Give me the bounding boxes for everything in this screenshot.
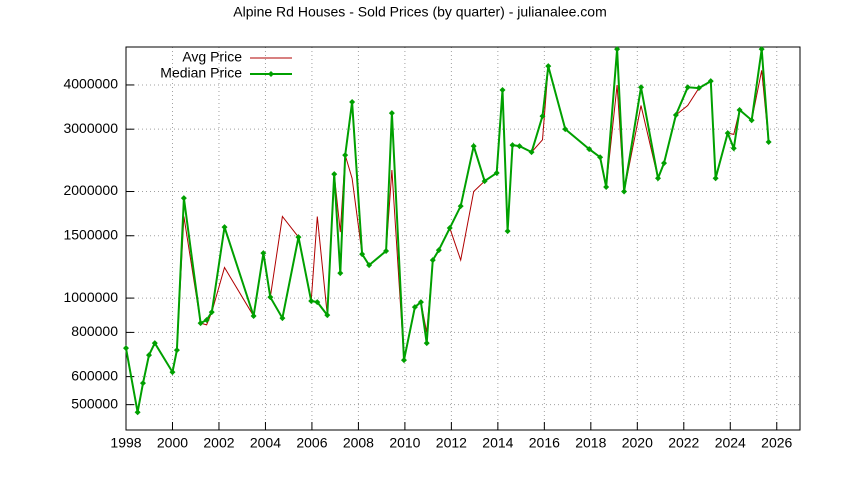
point — [614, 46, 621, 53]
point — [684, 84, 691, 91]
point — [180, 195, 187, 202]
point — [470, 143, 477, 150]
point — [621, 188, 628, 195]
x-tick-label: 2026 — [761, 435, 792, 451]
y-tick-label: 2000000 — [63, 182, 118, 198]
y-tick-label: 800000 — [71, 323, 118, 339]
point — [562, 126, 569, 133]
point — [324, 312, 331, 319]
point — [260, 250, 267, 257]
point — [134, 409, 141, 416]
point — [146, 352, 153, 359]
point — [654, 175, 661, 182]
point — [366, 262, 373, 269]
point — [388, 110, 395, 117]
point — [695, 85, 702, 92]
point — [586, 146, 593, 153]
point — [481, 178, 488, 185]
legend-label: Median Price — [160, 65, 242, 81]
point — [446, 225, 453, 232]
x-tick-label: 2018 — [575, 435, 606, 451]
y-tick-label: 1500000 — [63, 226, 118, 242]
point — [151, 340, 158, 347]
point — [499, 87, 506, 94]
point — [638, 84, 645, 91]
x-tick-label: 2010 — [389, 435, 420, 451]
point — [509, 142, 516, 149]
y-tick-label: 1000000 — [63, 289, 118, 305]
point — [457, 203, 464, 210]
point — [383, 248, 390, 255]
point — [169, 369, 176, 376]
point — [748, 117, 755, 124]
x-tick-label: 2012 — [436, 435, 467, 451]
point — [359, 251, 366, 258]
x-tick-label: 2000 — [157, 435, 188, 451]
point — [423, 340, 430, 347]
x-tick-label: 2022 — [668, 435, 699, 451]
x-tick-label: 2006 — [296, 435, 327, 451]
point — [528, 149, 535, 156]
point — [493, 170, 500, 177]
point — [724, 130, 731, 137]
point — [349, 99, 356, 106]
point — [730, 145, 737, 152]
point — [765, 139, 772, 146]
plot-frame — [125, 46, 801, 431]
point — [411, 304, 418, 311]
point — [314, 299, 321, 306]
point — [758, 46, 765, 53]
x-tick-label: 2008 — [343, 435, 374, 451]
point — [672, 111, 679, 118]
y-tick-label: 4000000 — [63, 76, 118, 92]
point — [203, 317, 210, 324]
point — [712, 175, 719, 182]
y-tick-label: 500000 — [71, 395, 118, 411]
point — [197, 320, 204, 327]
point — [279, 315, 286, 322]
point — [516, 143, 523, 150]
x-tick-label: 2004 — [250, 435, 281, 451]
point — [331, 171, 338, 178]
point — [539, 113, 546, 120]
x-tick-label: 1998 — [110, 435, 141, 451]
y-tick-label: 3000000 — [63, 120, 118, 136]
point — [736, 106, 743, 113]
point — [221, 224, 228, 231]
point — [400, 357, 407, 364]
x-tick-label: 2014 — [482, 435, 513, 451]
point — [342, 152, 349, 159]
point — [429, 257, 436, 264]
point — [267, 294, 274, 301]
x-tick-label: 2002 — [203, 435, 234, 451]
point — [603, 183, 610, 190]
point — [308, 298, 315, 305]
point — [295, 234, 302, 241]
point — [504, 228, 511, 235]
x-tick-label: 2016 — [529, 435, 560, 451]
legend-label: Avg Price — [182, 49, 242, 65]
y-tick-label: 600000 — [71, 367, 118, 383]
point — [208, 309, 215, 316]
point — [661, 160, 668, 167]
point — [435, 247, 442, 254]
point — [250, 313, 257, 320]
series-line — [125, 48, 770, 413]
point — [417, 299, 424, 306]
legend-marker — [268, 71, 274, 77]
point — [597, 154, 604, 161]
x-tick-label: 2020 — [622, 435, 653, 451]
chart-title: Alpine Rd Houses - Sold Prices (by quart… — [233, 4, 607, 20]
point — [545, 63, 552, 70]
x-tick-label: 2024 — [715, 435, 746, 451]
point — [123, 345, 129, 352]
point — [707, 78, 714, 85]
point — [173, 347, 180, 354]
point — [139, 380, 146, 387]
point — [337, 270, 344, 277]
